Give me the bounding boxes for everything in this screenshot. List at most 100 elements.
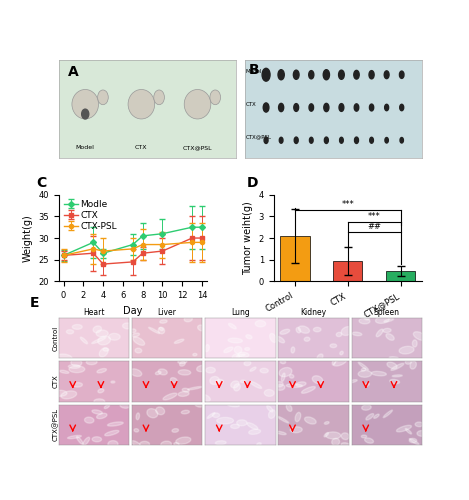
Ellipse shape <box>234 384 240 391</box>
Ellipse shape <box>133 337 144 345</box>
Ellipse shape <box>93 326 101 332</box>
Ellipse shape <box>249 430 261 434</box>
Ellipse shape <box>232 354 240 360</box>
Ellipse shape <box>262 68 270 81</box>
Ellipse shape <box>158 327 165 334</box>
Ellipse shape <box>120 402 130 408</box>
Ellipse shape <box>250 367 256 372</box>
Ellipse shape <box>224 347 233 352</box>
Title: Heart: Heart <box>83 308 105 317</box>
Ellipse shape <box>128 90 155 119</box>
Title: Liver: Liver <box>158 308 176 317</box>
Ellipse shape <box>269 410 276 418</box>
Ellipse shape <box>103 348 109 351</box>
Y-axis label: Tumor weiht(g): Tumor weiht(g) <box>243 201 253 275</box>
Ellipse shape <box>410 361 416 369</box>
Ellipse shape <box>298 326 310 334</box>
Ellipse shape <box>291 347 295 353</box>
Ellipse shape <box>325 432 341 439</box>
Ellipse shape <box>270 334 277 342</box>
Ellipse shape <box>197 325 205 331</box>
Text: CTX: CTX <box>135 146 148 150</box>
Ellipse shape <box>206 368 215 373</box>
Ellipse shape <box>352 332 362 336</box>
Text: B: B <box>249 63 259 77</box>
Ellipse shape <box>136 413 139 420</box>
Ellipse shape <box>200 394 210 401</box>
Ellipse shape <box>147 408 158 418</box>
Ellipse shape <box>60 370 69 374</box>
Ellipse shape <box>180 362 185 366</box>
Ellipse shape <box>98 336 111 345</box>
Ellipse shape <box>96 330 108 337</box>
Text: CTX@PSL: CTX@PSL <box>246 134 272 140</box>
Ellipse shape <box>389 356 398 358</box>
Ellipse shape <box>182 388 189 392</box>
Ellipse shape <box>212 413 219 418</box>
Ellipse shape <box>302 386 315 394</box>
Ellipse shape <box>131 440 141 448</box>
Ellipse shape <box>257 442 261 446</box>
Ellipse shape <box>294 137 298 143</box>
Ellipse shape <box>97 368 106 373</box>
Ellipse shape <box>74 382 83 387</box>
Ellipse shape <box>409 438 419 444</box>
Ellipse shape <box>158 369 167 375</box>
Ellipse shape <box>247 422 258 430</box>
Ellipse shape <box>359 318 370 324</box>
Ellipse shape <box>234 346 242 354</box>
Ellipse shape <box>385 138 388 143</box>
Ellipse shape <box>348 380 357 383</box>
Ellipse shape <box>405 428 412 434</box>
Ellipse shape <box>279 104 284 112</box>
Ellipse shape <box>366 414 374 420</box>
Ellipse shape <box>365 383 370 386</box>
Ellipse shape <box>371 372 386 376</box>
Ellipse shape <box>386 334 394 340</box>
Bar <box>333 261 363 281</box>
Ellipse shape <box>178 360 187 364</box>
Ellipse shape <box>86 360 97 364</box>
Ellipse shape <box>195 404 203 407</box>
Ellipse shape <box>364 318 370 320</box>
Ellipse shape <box>170 378 177 383</box>
Ellipse shape <box>109 334 120 340</box>
Y-axis label: CTX@PSL: CTX@PSL <box>53 408 59 442</box>
Ellipse shape <box>98 90 108 104</box>
Ellipse shape <box>412 340 417 347</box>
Ellipse shape <box>341 442 350 448</box>
Ellipse shape <box>276 432 286 434</box>
Ellipse shape <box>250 382 262 388</box>
Ellipse shape <box>286 404 292 411</box>
Ellipse shape <box>97 413 107 418</box>
Ellipse shape <box>156 407 165 414</box>
Ellipse shape <box>317 354 323 360</box>
Ellipse shape <box>264 390 274 396</box>
Text: E: E <box>30 296 39 310</box>
Ellipse shape <box>370 104 374 111</box>
Ellipse shape <box>263 103 269 112</box>
Text: ***: *** <box>368 212 381 220</box>
Ellipse shape <box>405 360 411 364</box>
Ellipse shape <box>358 370 371 378</box>
Ellipse shape <box>108 440 118 448</box>
Ellipse shape <box>99 348 108 357</box>
Ellipse shape <box>172 428 179 432</box>
Ellipse shape <box>313 328 321 332</box>
Ellipse shape <box>413 332 426 340</box>
Ellipse shape <box>341 326 353 336</box>
Ellipse shape <box>286 384 303 388</box>
Ellipse shape <box>409 438 417 443</box>
Ellipse shape <box>364 438 373 443</box>
Ellipse shape <box>178 392 189 396</box>
Ellipse shape <box>376 329 383 337</box>
Ellipse shape <box>94 399 105 404</box>
Ellipse shape <box>294 104 299 112</box>
Ellipse shape <box>255 320 266 327</box>
Ellipse shape <box>231 381 239 388</box>
Ellipse shape <box>215 441 226 445</box>
Ellipse shape <box>369 70 374 79</box>
Ellipse shape <box>323 70 330 80</box>
Ellipse shape <box>289 374 294 378</box>
Ellipse shape <box>340 351 343 355</box>
